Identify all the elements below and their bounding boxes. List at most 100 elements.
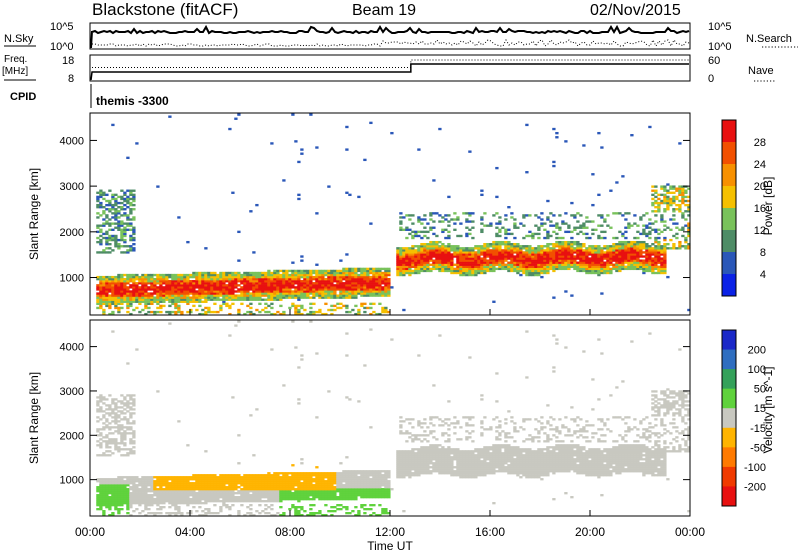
velocity-cell — [192, 482, 196, 485]
velocity-cell — [156, 480, 160, 483]
velocity-cell — [201, 486, 205, 489]
power-cell — [540, 259, 544, 262]
power-cell — [567, 240, 571, 244]
velocity-cell — [288, 480, 292, 483]
power-cell — [300, 280, 304, 283]
power-cell — [333, 273, 337, 277]
power-cell — [681, 226, 685, 229]
power-cell — [300, 306, 304, 310]
power-cell — [603, 269, 607, 273]
power-cell — [231, 302, 235, 306]
power-cell — [630, 253, 634, 256]
power-cell — [495, 243, 499, 246]
velocity-cell — [285, 478, 289, 481]
velocity-cell — [240, 504, 244, 507]
power-cell — [453, 255, 457, 258]
power-cell — [270, 142, 274, 145]
power-cell — [246, 280, 250, 283]
power-cell — [357, 284, 361, 287]
velocity-cell — [114, 408, 118, 411]
velocity-cell — [102, 454, 106, 457]
power-cell — [561, 220, 565, 223]
velocity-cell — [198, 506, 202, 509]
power-cell — [129, 277, 133, 281]
power-cell — [159, 277, 163, 281]
power-cell — [459, 271, 463, 275]
power-cell — [603, 218, 607, 221]
velocity-cell — [111, 400, 115, 403]
velocity-cell — [309, 512, 313, 515]
power-cell — [441, 265, 445, 268]
power-cell — [345, 148, 349, 151]
power-cell — [321, 277, 325, 281]
power-cell — [444, 214, 448, 217]
velocity-cell — [210, 498, 214, 501]
power-cell — [102, 197, 106, 201]
power-cell — [204, 306, 208, 310]
velocity-cell — [144, 508, 148, 511]
power-cell — [342, 267, 346, 271]
power-cell — [642, 243, 646, 246]
velocity-cell — [180, 476, 184, 479]
velocity-cell — [243, 478, 247, 481]
power-cell — [663, 249, 667, 252]
power-cell — [663, 187, 667, 190]
velocity-cell — [315, 472, 319, 475]
power-cell — [459, 267, 463, 271]
power-cell — [357, 286, 361, 289]
power-cell — [105, 300, 109, 303]
power-cell — [543, 261, 547, 264]
velocity-cell — [258, 474, 262, 477]
velocity-cell — [291, 476, 295, 479]
power-cell — [687, 243, 691, 246]
velocity-cell — [318, 472, 322, 475]
power-cell — [417, 247, 421, 250]
power-cell — [102, 284, 106, 287]
power-cell — [477, 257, 481, 260]
velocity-cell — [120, 500, 124, 503]
power-cell — [387, 273, 391, 277]
power-cell — [630, 243, 634, 246]
power-cell — [417, 253, 421, 256]
power-cell — [345, 191, 349, 194]
velocity-cell — [222, 484, 226, 487]
velocity-cell — [177, 486, 181, 489]
power-cell — [258, 273, 262, 277]
velocity-cell — [153, 494, 157, 497]
velocity-cell — [123, 402, 127, 405]
power-cell — [498, 222, 502, 225]
power-cell — [342, 290, 346, 293]
power-cell — [621, 249, 625, 252]
velocity-cell — [132, 490, 136, 493]
power-cell — [432, 263, 436, 266]
power-cell — [159, 306, 163, 310]
power-cell — [378, 280, 382, 283]
power-cell — [225, 296, 229, 299]
power-cell — [573, 228, 577, 231]
power-cell — [291, 284, 295, 287]
power-cell — [162, 286, 166, 289]
power-cell — [408, 269, 412, 273]
power-cell — [681, 189, 685, 192]
power-cell — [99, 284, 103, 287]
velocity-cell — [162, 478, 166, 481]
power-cell — [303, 269, 307, 273]
power-cell — [171, 284, 175, 287]
power-cell — [186, 286, 190, 289]
power-cell — [489, 249, 493, 252]
power-cell — [465, 267, 469, 271]
velocity-cell — [117, 482, 121, 485]
power-cell — [129, 203, 133, 207]
power-cell — [135, 306, 139, 310]
power-cell — [456, 218, 460, 221]
velocity-cell — [198, 500, 202, 503]
power-cell — [180, 284, 184, 287]
velocity-cell — [123, 480, 127, 483]
velocity-cell — [102, 410, 106, 413]
velocity-cell — [255, 488, 259, 491]
power-cell — [327, 288, 331, 291]
velocity-cell — [276, 476, 280, 479]
power-cell — [660, 218, 664, 221]
power-cell — [504, 230, 508, 234]
power-cell — [258, 284, 262, 287]
